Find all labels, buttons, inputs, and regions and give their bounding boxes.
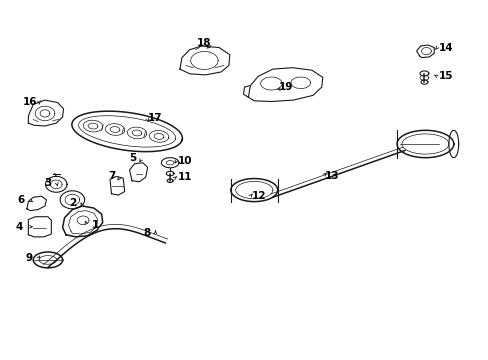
Text: 1: 1 bbox=[92, 220, 99, 230]
Text: 5: 5 bbox=[129, 153, 136, 163]
Text: 3: 3 bbox=[44, 178, 51, 188]
Text: 8: 8 bbox=[143, 228, 150, 238]
Text: 16: 16 bbox=[23, 96, 38, 107]
Text: 17: 17 bbox=[148, 113, 163, 123]
Text: 4: 4 bbox=[16, 222, 23, 232]
Text: 18: 18 bbox=[197, 38, 211, 48]
Text: 10: 10 bbox=[177, 156, 192, 166]
Text: 12: 12 bbox=[251, 191, 266, 201]
Text: 15: 15 bbox=[438, 71, 452, 81]
Text: 2: 2 bbox=[69, 198, 76, 208]
Text: 14: 14 bbox=[438, 42, 452, 53]
Text: 7: 7 bbox=[107, 171, 115, 181]
Text: 19: 19 bbox=[278, 82, 293, 92]
Text: 13: 13 bbox=[325, 171, 339, 181]
Text: 6: 6 bbox=[17, 195, 24, 205]
Text: 9: 9 bbox=[26, 253, 33, 264]
Text: 11: 11 bbox=[177, 172, 192, 182]
